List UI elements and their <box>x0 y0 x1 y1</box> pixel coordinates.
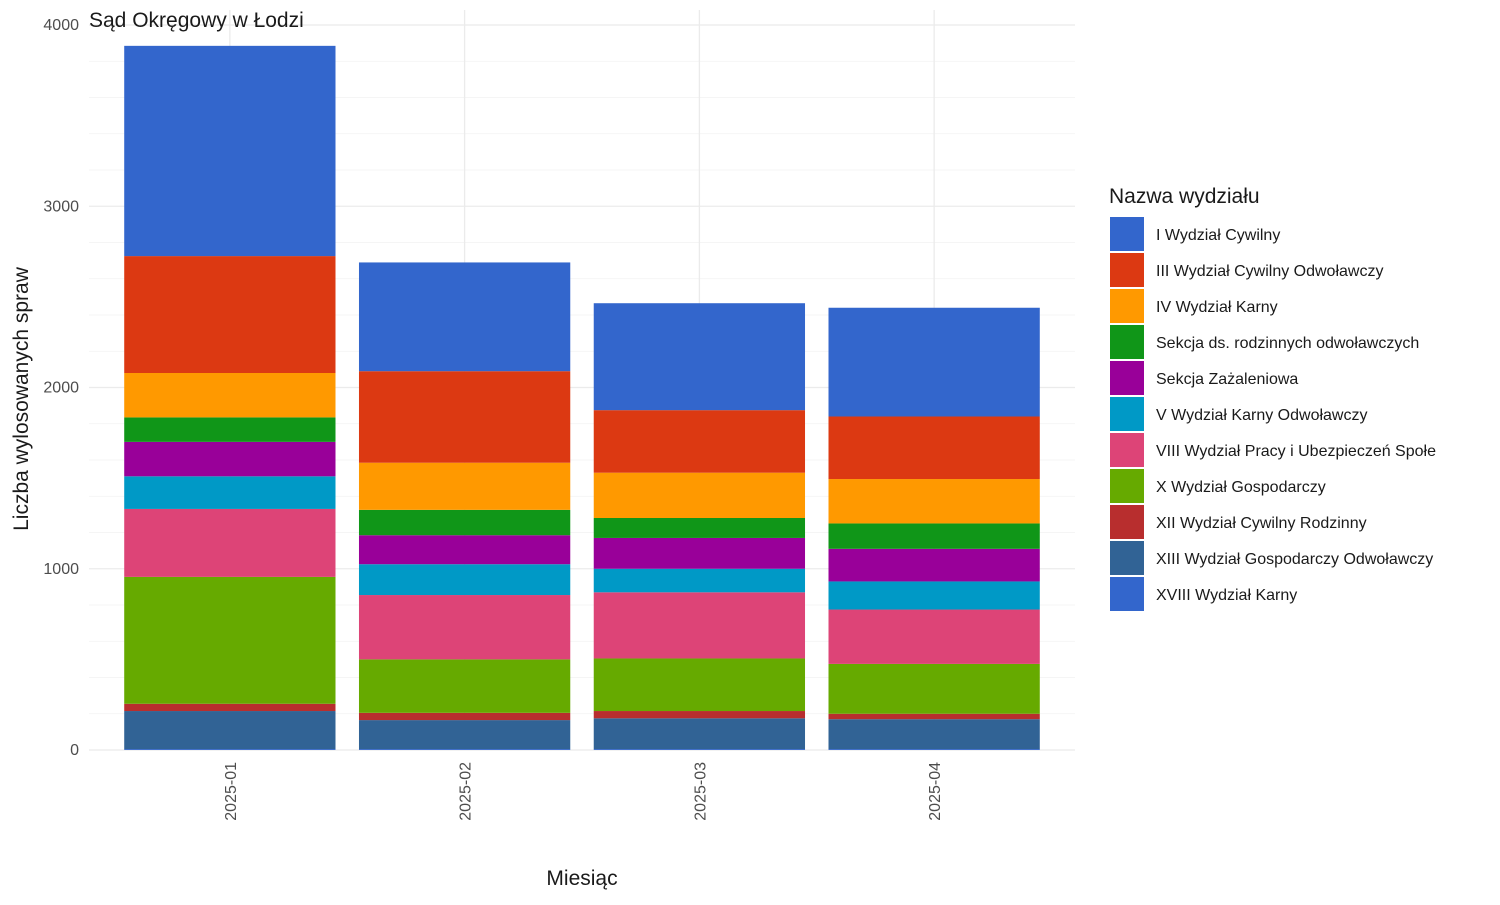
legend-label: III Wydział Cywilny Odwoławczy <box>1156 263 1383 280</box>
bar-segment <box>358 262 571 372</box>
bar-segment <box>358 535 571 565</box>
bar-segment <box>358 712 571 721</box>
bar-segment <box>828 663 1040 714</box>
bar-segment <box>593 518 806 538</box>
legend-label: VIII Wydział Pracy i Ubezpieczeń Społe <box>1156 443 1436 460</box>
bar-segment <box>358 371 571 463</box>
bar-segment <box>593 410 806 473</box>
x-tick-label: 2025-02 <box>458 762 475 821</box>
legend-swatch <box>1110 253 1144 287</box>
bar-segment <box>828 719 1040 750</box>
bar-segment <box>828 548 1040 582</box>
legend-label: V Wydział Karny Odwoławczy <box>1156 407 1367 424</box>
y-tick-label: 3000 <box>43 198 79 215</box>
bar-segment <box>828 581 1040 610</box>
bar-segment <box>358 462 571 510</box>
y-tick-label: 1000 <box>43 561 79 578</box>
legend: Nazwa wydziału I Wydział Cywilny III Wydz… <box>1109 185 1436 611</box>
bar-segment <box>124 417 336 442</box>
bar-segment <box>124 45 336 257</box>
legend-swatch <box>1110 289 1144 323</box>
legend-swatch <box>1110 505 1144 539</box>
bar-segment <box>828 609 1040 664</box>
legend-label: Sekcja ds. rodzinnych odwoławczych <box>1156 335 1419 352</box>
bar-segment <box>828 307 1040 417</box>
bar-segment <box>124 256 336 373</box>
bar-segment <box>358 595 571 660</box>
bar-segment <box>593 472 806 518</box>
x-axis-title: Miesiąc <box>546 867 617 890</box>
bar-segment <box>358 509 571 536</box>
bar-segment <box>593 537 806 569</box>
legend-swatch <box>1110 397 1144 431</box>
bar-segment <box>828 523 1040 549</box>
legend-swatch <box>1110 325 1144 359</box>
legend-swatch <box>1110 361 1144 395</box>
x-axis-ticks: 2025-01 2025-02 2025-03 2025-04 <box>223 762 944 821</box>
bar-segment <box>828 713 1040 720</box>
bar-segment <box>593 658 806 712</box>
legend-label: XII Wydział Cywilny Rodzinny <box>1156 515 1367 532</box>
bar-segment <box>593 718 806 750</box>
bar-segment <box>828 416 1040 480</box>
legend-label: IV Wydział Karny <box>1156 299 1278 316</box>
bar-segment <box>124 476 336 509</box>
bar-segment <box>828 749 1040 750</box>
chart-title: Sąd Okręgowy w Łodzi <box>89 9 304 32</box>
legend-label: XIII Wydział Gospodarczy Odwoławczy <box>1156 551 1433 568</box>
y-axis-title: Liczba wylosowanych spraw <box>10 266 33 531</box>
legend-swatch <box>1110 541 1144 575</box>
legend-label: I Wydział Cywilny <box>1156 227 1280 244</box>
bar-segment <box>593 303 806 411</box>
bar-segment <box>593 592 806 659</box>
y-tick-label: 0 <box>70 742 79 759</box>
x-tick-label: 2025-03 <box>692 762 709 821</box>
legend-label: Sekcja Zażaleniowa <box>1156 371 1298 388</box>
x-tick-label: 2025-04 <box>927 762 944 821</box>
legend-swatch <box>1110 433 1144 467</box>
y-tick-label: 4000 <box>43 17 79 34</box>
legend-swatch <box>1110 469 1144 503</box>
x-tick-label: 2025-01 <box>223 762 240 821</box>
legend-label: XVIII Wydział Karny <box>1156 587 1297 604</box>
y-axis-ticks: 0 1000 2000 3000 4000 <box>43 17 79 759</box>
bars <box>124 45 1040 750</box>
bar-segment <box>124 711 336 750</box>
bar-segment <box>124 441 336 477</box>
legend-title: Nazwa wydziału <box>1109 185 1260 208</box>
bar-segment <box>124 508 336 577</box>
legend-label: X Wydział Gospodarczy <box>1156 479 1326 496</box>
legend-swatch <box>1110 217 1144 251</box>
bar-segment <box>124 576 336 704</box>
bar-segment <box>358 749 571 750</box>
bar-segment <box>593 568 806 593</box>
bar-segment <box>124 749 336 750</box>
bar-segment <box>358 564 571 596</box>
bar-segment <box>828 479 1040 524</box>
bar-segment <box>593 711 806 719</box>
bar-segment <box>358 720 571 750</box>
bar-segment <box>124 703 336 712</box>
legend-swatch <box>1110 577 1144 611</box>
y-tick-label: 2000 <box>43 380 79 397</box>
bar-segment <box>358 659 571 713</box>
bar-segment <box>124 373 336 418</box>
bar-segment <box>593 749 806 750</box>
